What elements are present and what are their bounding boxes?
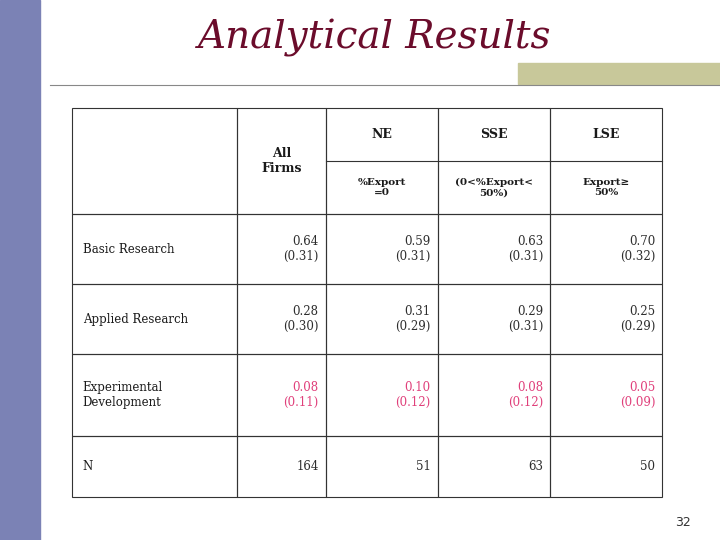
Text: 0.25
(0.29): 0.25 (0.29) [620,305,655,333]
Text: 0.63
(0.31): 0.63 (0.31) [508,235,543,263]
Text: 0.05
(0.09): 0.05 (0.09) [620,381,655,409]
Text: 0.59
(0.31): 0.59 (0.31) [395,235,431,263]
Text: 0.08
(0.11): 0.08 (0.11) [284,381,319,409]
Text: Basic Research: Basic Research [83,243,174,256]
Text: (0<%Export<
50%): (0<%Export< 50%) [455,178,533,198]
Text: %Export
=0: %Export =0 [358,178,406,198]
Text: 50: 50 [640,460,655,473]
Text: 32: 32 [675,516,691,529]
Text: Experimental
Development: Experimental Development [83,381,163,409]
Text: All
Firms: All Firms [261,147,302,175]
Text: 0.10
(0.12): 0.10 (0.12) [395,381,431,409]
Text: 0.29
(0.31): 0.29 (0.31) [508,305,543,333]
Text: 0.08
(0.12): 0.08 (0.12) [508,381,543,409]
Text: 164: 164 [297,460,319,473]
Text: 0.64
(0.31): 0.64 (0.31) [283,235,319,263]
Text: N: N [83,460,93,473]
Text: NE: NE [372,128,392,141]
Text: 0.70
(0.32): 0.70 (0.32) [620,235,655,263]
Text: 51: 51 [416,460,431,473]
Text: 0.31
(0.29): 0.31 (0.29) [395,305,431,333]
Text: 0.28
(0.30): 0.28 (0.30) [283,305,319,333]
Bar [518,63,720,84]
Bar [0,0,40,540]
Text: Export≥
50%: Export≥ 50% [582,178,630,198]
Text: LSE: LSE [593,128,620,141]
Text: Analytical Results: Analytical Results [198,19,551,57]
Text: SSE: SSE [480,128,508,141]
Text: Applied Research: Applied Research [83,313,188,326]
Text: 63: 63 [528,460,543,473]
